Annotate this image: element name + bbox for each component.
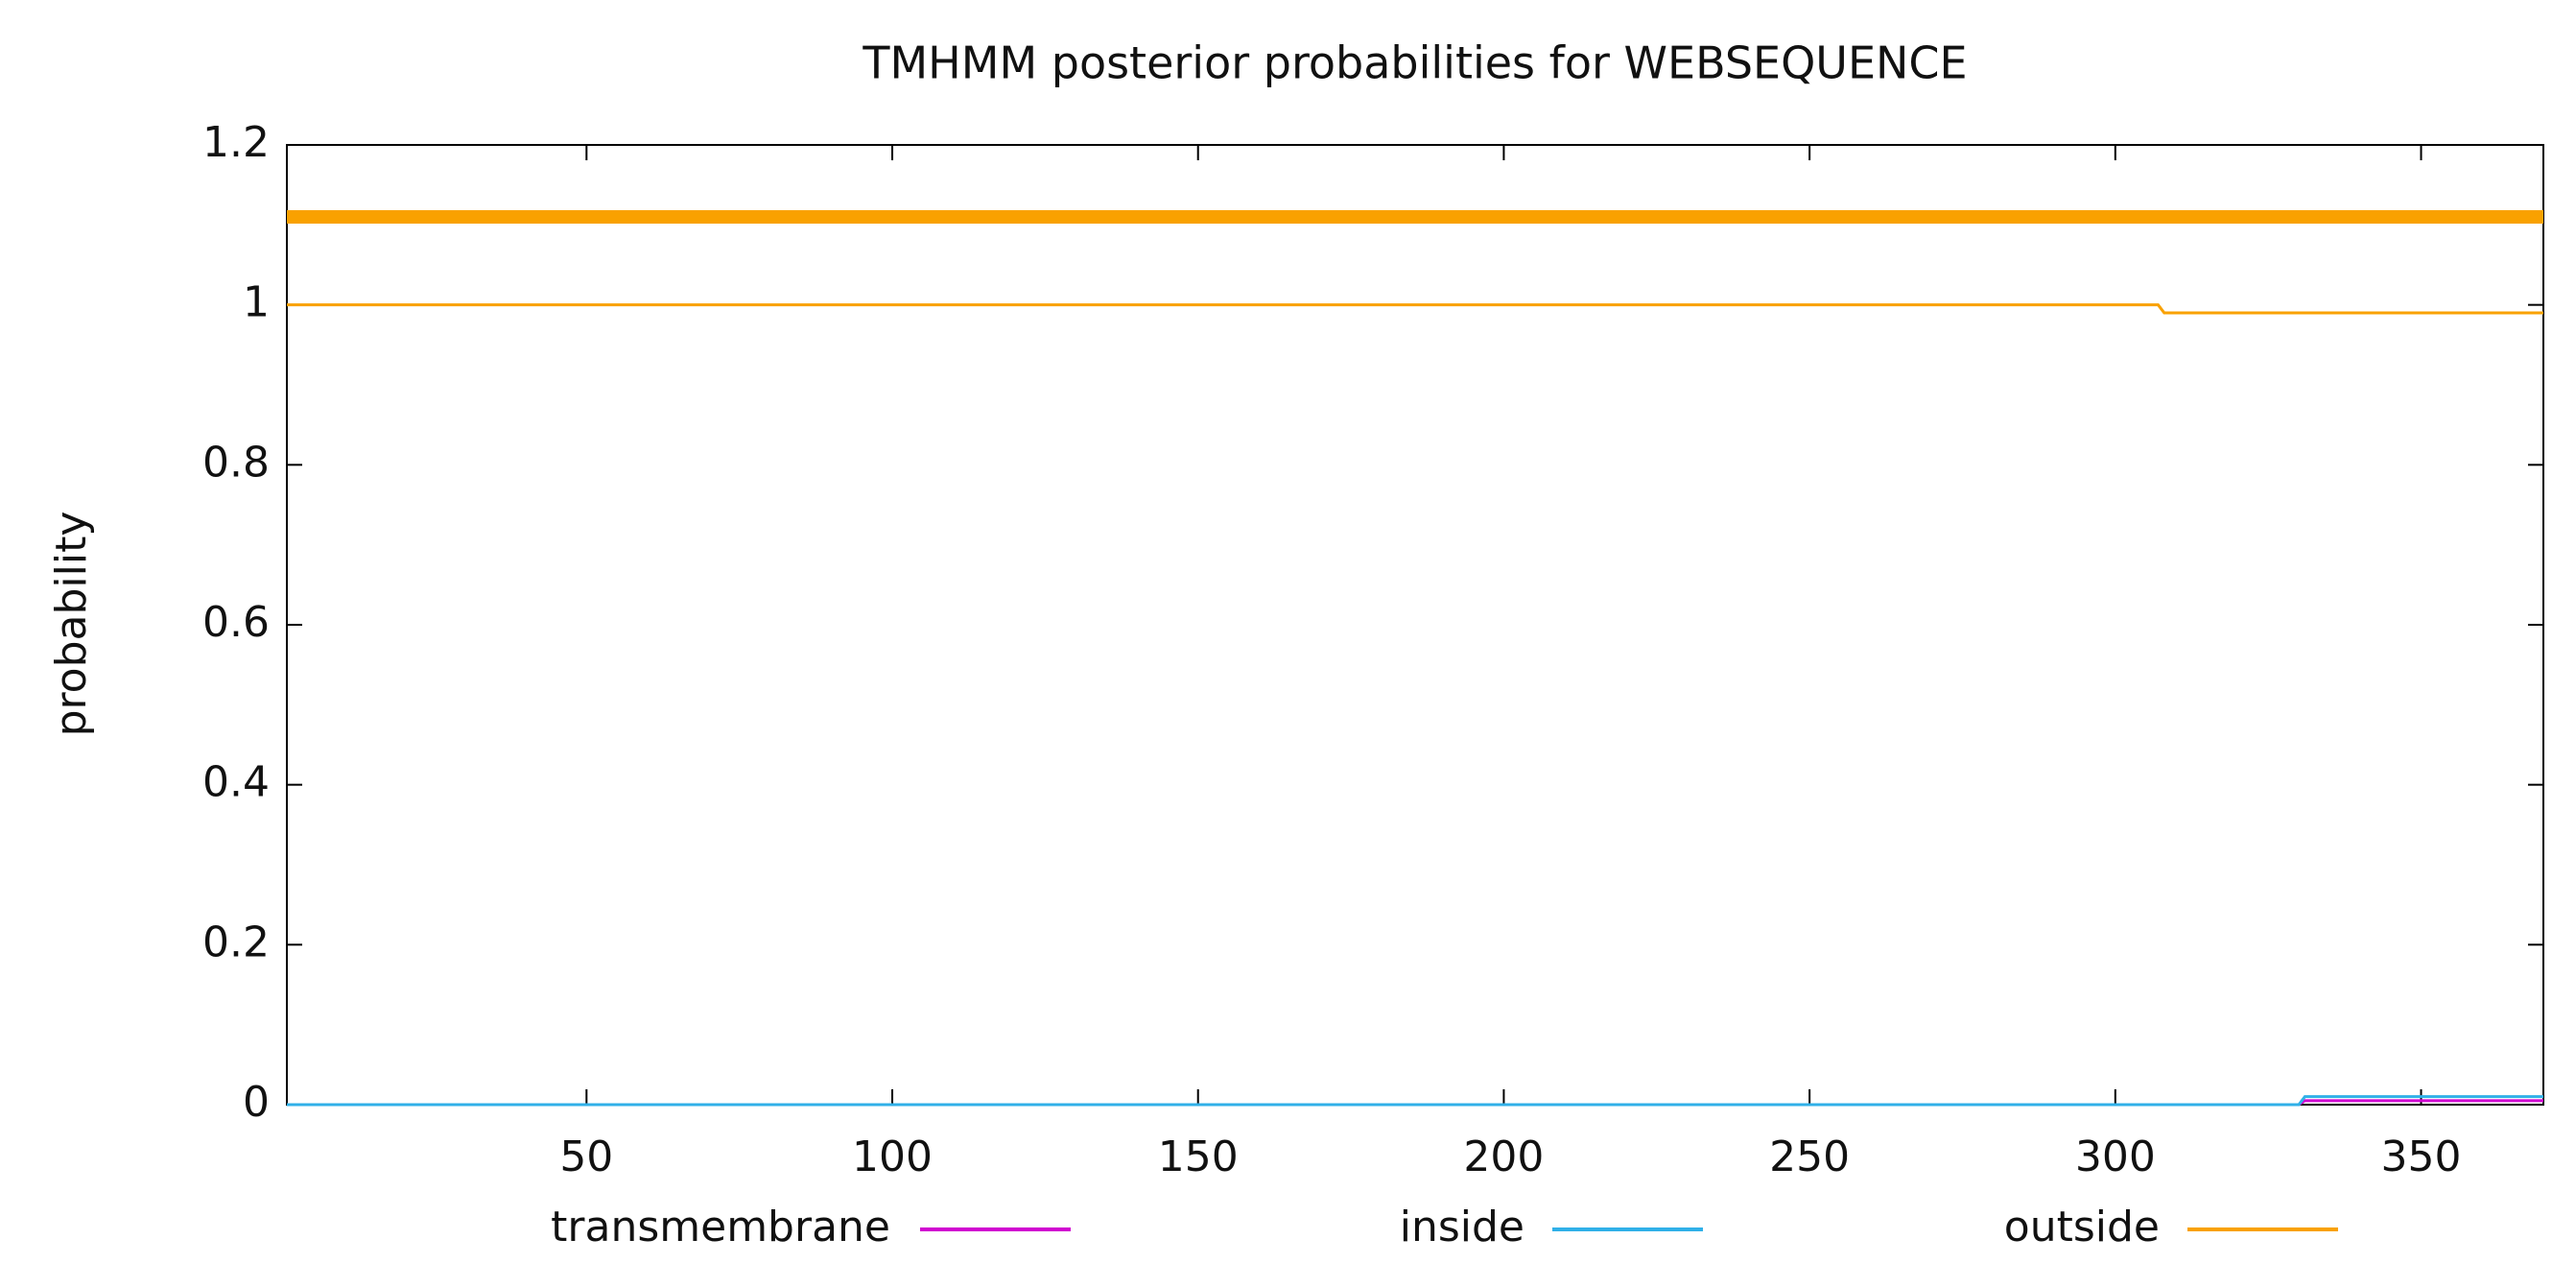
x-tick-label: 350 xyxy=(2381,1132,2462,1181)
chart-title: TMHMM posterior probabilities for WEBSEQ… xyxy=(862,37,1967,89)
y-tick-label: 1 xyxy=(243,278,270,327)
x-tick-label: 50 xyxy=(559,1132,613,1181)
plot-frame xyxy=(286,144,2544,1106)
y-tick-label: 0.4 xyxy=(202,758,270,807)
y-tick-label: 0.2 xyxy=(202,918,270,966)
x-tick-label: 100 xyxy=(852,1132,933,1181)
y-tick-label: 0 xyxy=(243,1078,270,1127)
x-tick-label: 250 xyxy=(1769,1132,1850,1181)
series-line xyxy=(287,1095,2543,1107)
legend-label: transmembrane xyxy=(551,1203,890,1251)
y-tick-label: 0.6 xyxy=(202,598,270,647)
series-line xyxy=(287,303,2543,315)
legend-label: inside xyxy=(1400,1203,1524,1251)
x-tick-label: 300 xyxy=(2075,1132,2156,1181)
x-tick-label: 150 xyxy=(1158,1132,1239,1181)
y-tick-label: 1.2 xyxy=(202,118,270,167)
legend-label: outside xyxy=(2004,1203,2160,1251)
y-axis-label: probability xyxy=(47,512,96,737)
x-tick-label: 200 xyxy=(1463,1132,1544,1181)
y-tick-label: 0.8 xyxy=(202,438,270,487)
